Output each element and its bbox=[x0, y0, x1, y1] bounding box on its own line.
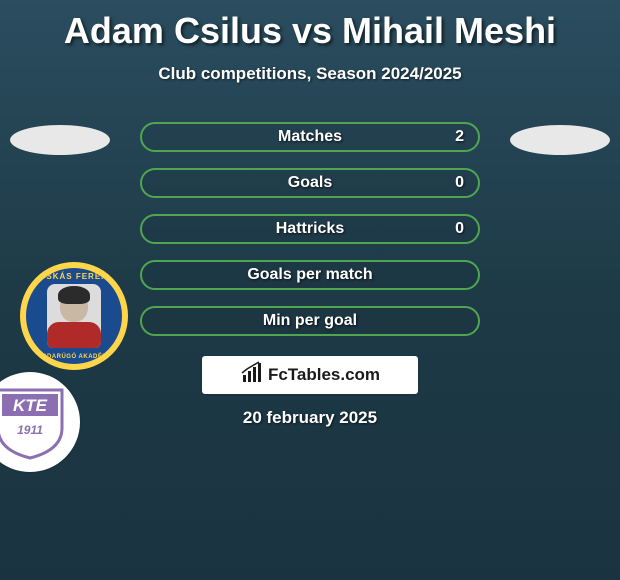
chart-icon bbox=[240, 361, 264, 390]
stats-list: Matches 2 Goals 0 Hattricks 0 Goals per … bbox=[140, 122, 480, 352]
stat-row-min-per-goal: Min per goal bbox=[140, 306, 480, 336]
subtitle: Club competitions, Season 2024/2025 bbox=[0, 64, 620, 84]
stat-label: Min per goal bbox=[263, 312, 357, 330]
player-photo-right bbox=[510, 125, 610, 155]
page-title: Adam Csilus vs Mihail Meshi bbox=[0, 0, 620, 52]
stat-row-matches: Matches 2 bbox=[140, 122, 480, 152]
stat-label: Matches bbox=[278, 128, 342, 146]
badge-portrait bbox=[47, 284, 101, 348]
club-badge-left: PUSKÁS FERENC LABDARÚGÓ AKADÉMIA bbox=[20, 262, 128, 370]
stat-row-hattricks: Hattricks 0 bbox=[140, 214, 480, 244]
stat-row-goals-per-match: Goals per match bbox=[140, 260, 480, 290]
player-photo-left bbox=[10, 125, 110, 155]
stat-label: Goals bbox=[288, 174, 332, 192]
brand-text: FcTables.com bbox=[268, 365, 380, 385]
stat-label: Goals per match bbox=[247, 266, 372, 284]
stat-value-right: 0 bbox=[455, 174, 464, 192]
stat-value-right: 0 bbox=[455, 220, 464, 238]
date-label: 20 february 2025 bbox=[0, 408, 620, 428]
badge-text-bottom: LABDARÚGÓ AKADÉMIA bbox=[26, 354, 122, 360]
stat-row-goals: Goals 0 bbox=[140, 168, 480, 198]
badge-text-top: PUSKÁS FERENC bbox=[26, 272, 122, 281]
stat-value-right: 2 bbox=[455, 128, 464, 146]
stat-label: Hattricks bbox=[276, 220, 344, 238]
brand-badge[interactable]: FcTables.com bbox=[202, 356, 418, 394]
